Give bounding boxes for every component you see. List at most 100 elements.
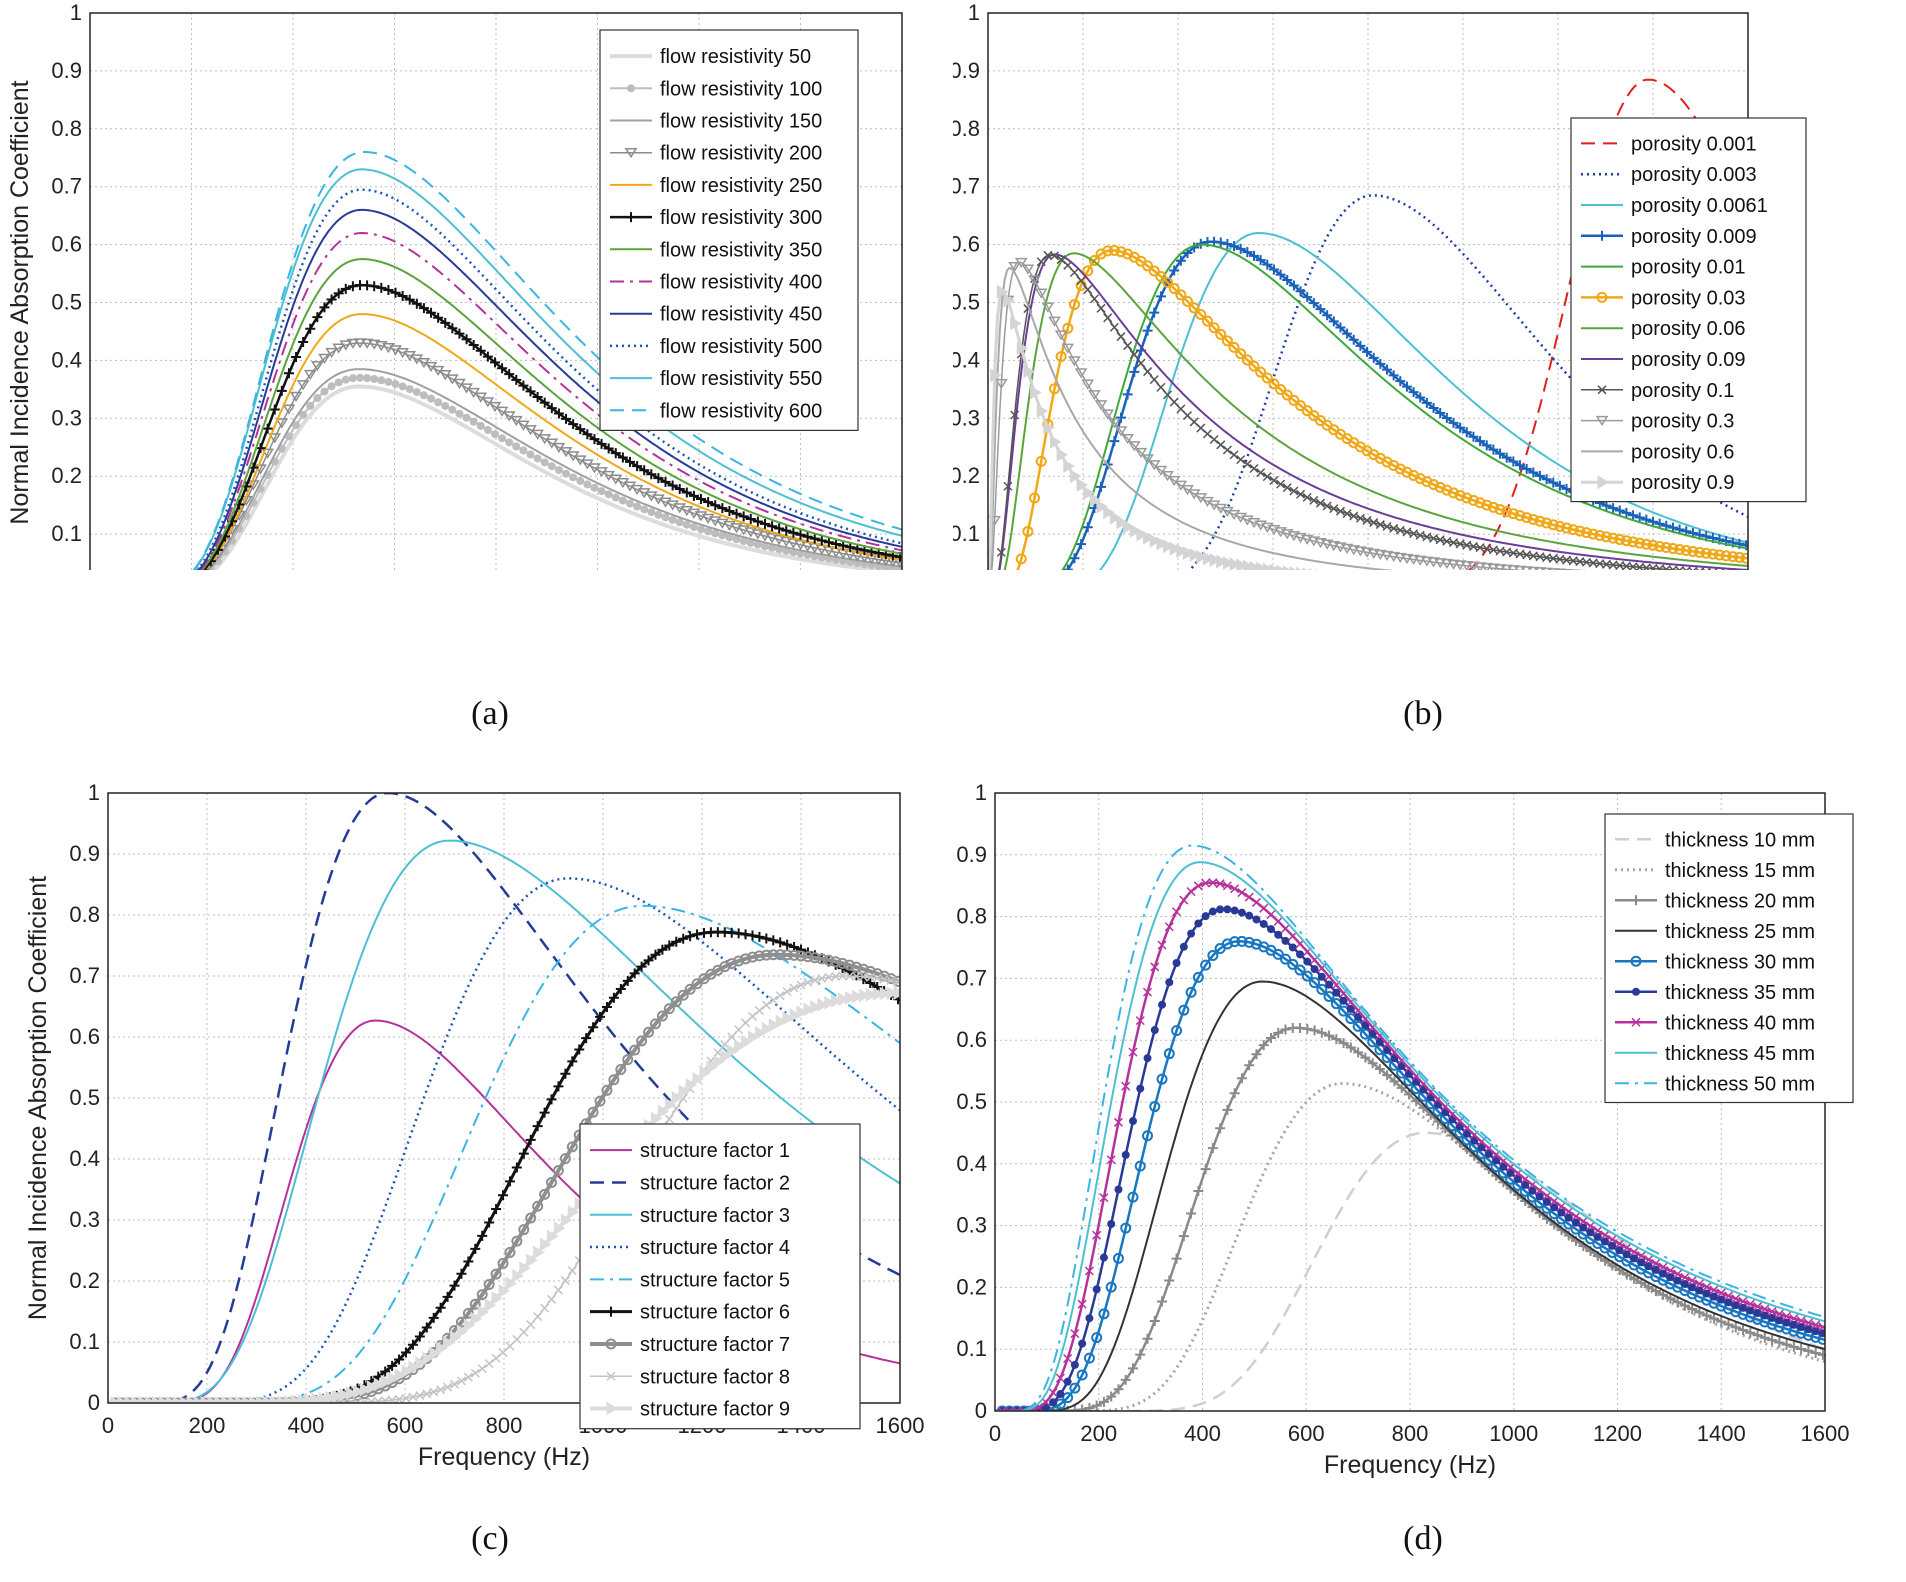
- x-tick-label: 1200: [1593, 1421, 1642, 1446]
- series-marker: [1360, 547, 1374, 558]
- series-marker: [1796, 1343, 1807, 1354]
- series-marker: [1116, 515, 1128, 530]
- series-marker: [1109, 510, 1122, 525]
- series-marker: [505, 438, 514, 447]
- x-tick-label: 600: [1288, 1421, 1325, 1446]
- series-marker: [1720, 550, 1732, 562]
- series-marker: [1651, 1258, 1661, 1268]
- series-marker: [1230, 884, 1240, 894]
- series-marker: [1644, 1262, 1653, 1271]
- series-marker: [1348, 334, 1359, 345]
- legend-label: porosity 0.1: [1631, 380, 1734, 402]
- series-marker: [774, 949, 786, 961]
- series-marker: [775, 937, 786, 948]
- axes-box: [89, 12, 903, 570]
- legend-marker: [1596, 291, 1608, 303]
- series-marker: [1561, 483, 1572, 494]
- y-tick-label: 0.7: [51, 174, 82, 199]
- series-marker: [383, 285, 394, 296]
- series-marker: [1194, 919, 1203, 928]
- series-marker: [292, 421, 301, 430]
- series-marker: [1062, 1392, 1074, 1404]
- series-marker: [724, 506, 735, 517]
- series-marker: [1382, 521, 1392, 532]
- series-marker: [1345, 1042, 1356, 1053]
- series-marker: [1745, 1327, 1756, 1338]
- series-marker: [1528, 1186, 1537, 1195]
- series-marker: [733, 955, 745, 967]
- series-marker: [692, 1071, 705, 1086]
- series-marker: [1099, 1193, 1109, 1203]
- series-marker: [610, 448, 621, 459]
- series-marker: [1325, 980, 1334, 989]
- series-marker: [1368, 352, 1379, 363]
- series-marker: [1109, 436, 1120, 447]
- series-marker: [332, 1389, 344, 1403]
- series-marker: [463, 1372, 473, 1382]
- series-marker: [1789, 1313, 1799, 1324]
- series-marker: [647, 508, 656, 517]
- series-marker: [1593, 1226, 1603, 1236]
- series-marker: [1527, 513, 1539, 525]
- series-marker: [497, 1257, 509, 1269]
- series-marker: [1818, 1329, 1825, 1338]
- series-marker: [1694, 1279, 1704, 1289]
- y-tick-label: 0.1: [956, 1336, 987, 1361]
- series-marker: [567, 1056, 578, 1067]
- series-marker: [1415, 392, 1426, 403]
- series-marker: [1091, 1332, 1103, 1344]
- series-marker: [1811, 1327, 1820, 1336]
- series-marker: [1070, 1329, 1080, 1339]
- series-marker: [611, 493, 620, 502]
- legend-label: porosity 0.001: [1631, 133, 1757, 155]
- series-marker: [688, 490, 699, 501]
- legend-marker: [1597, 385, 1607, 395]
- series-marker: [893, 977, 900, 987]
- series-marker: [1107, 1220, 1116, 1229]
- series-marker: [1282, 483, 1292, 493]
- series-marker: [1236, 935, 1248, 947]
- series-marker: [1255, 366, 1267, 378]
- series-marker: [996, 1405, 1008, 1411]
- series-marker: [373, 1377, 386, 1392]
- series-marker: [1541, 474, 1552, 485]
- series-marker: [1259, 903, 1269, 913]
- series-marker: [1332, 988, 1341, 997]
- series-marker: [1074, 368, 1088, 379]
- series-marker: [1362, 346, 1373, 357]
- legend-label: flow resistivity 300: [660, 207, 822, 229]
- series-marker: [994, 379, 1008, 390]
- series-marker: [582, 429, 593, 440]
- series-marker: [1315, 498, 1326, 508]
- series-marker: [355, 373, 364, 382]
- series-marker: [1084, 1266, 1094, 1276]
- series-marker: [1468, 431, 1479, 442]
- series-marker: [1036, 404, 1049, 419]
- series-marker: [1135, 1349, 1146, 1360]
- series-marker: [1475, 436, 1486, 447]
- series-marker: [470, 1243, 481, 1254]
- series-marker: [303, 369, 317, 381]
- series-marker: [684, 983, 696, 995]
- series-marker: [747, 1030, 760, 1045]
- legend-label: flow resistivity 400: [660, 272, 822, 294]
- series-marker: [1050, 435, 1062, 449]
- series-marker: [540, 1303, 550, 1313]
- x-tick-label: 200: [189, 1413, 226, 1438]
- series-marker: [433, 312, 444, 323]
- series-marker: [1578, 1216, 1588, 1226]
- series-marker: [597, 487, 606, 496]
- series-marker: [697, 525, 706, 534]
- series-marker: [1329, 504, 1339, 514]
- series-marker: [390, 287, 401, 298]
- series-marker: [1400, 553, 1414, 564]
- series-marker: [511, 374, 522, 385]
- legend-label: porosity 0.0061: [1631, 195, 1768, 217]
- series-marker: [753, 540, 762, 549]
- series-marker: [1579, 1223, 1588, 1232]
- series-marker: [650, 1111, 663, 1126]
- legend-label: flow resistivity 350: [660, 239, 822, 261]
- series-marker: [484, 1359, 494, 1369]
- series-marker: [411, 298, 422, 309]
- series-marker: [440, 317, 451, 328]
